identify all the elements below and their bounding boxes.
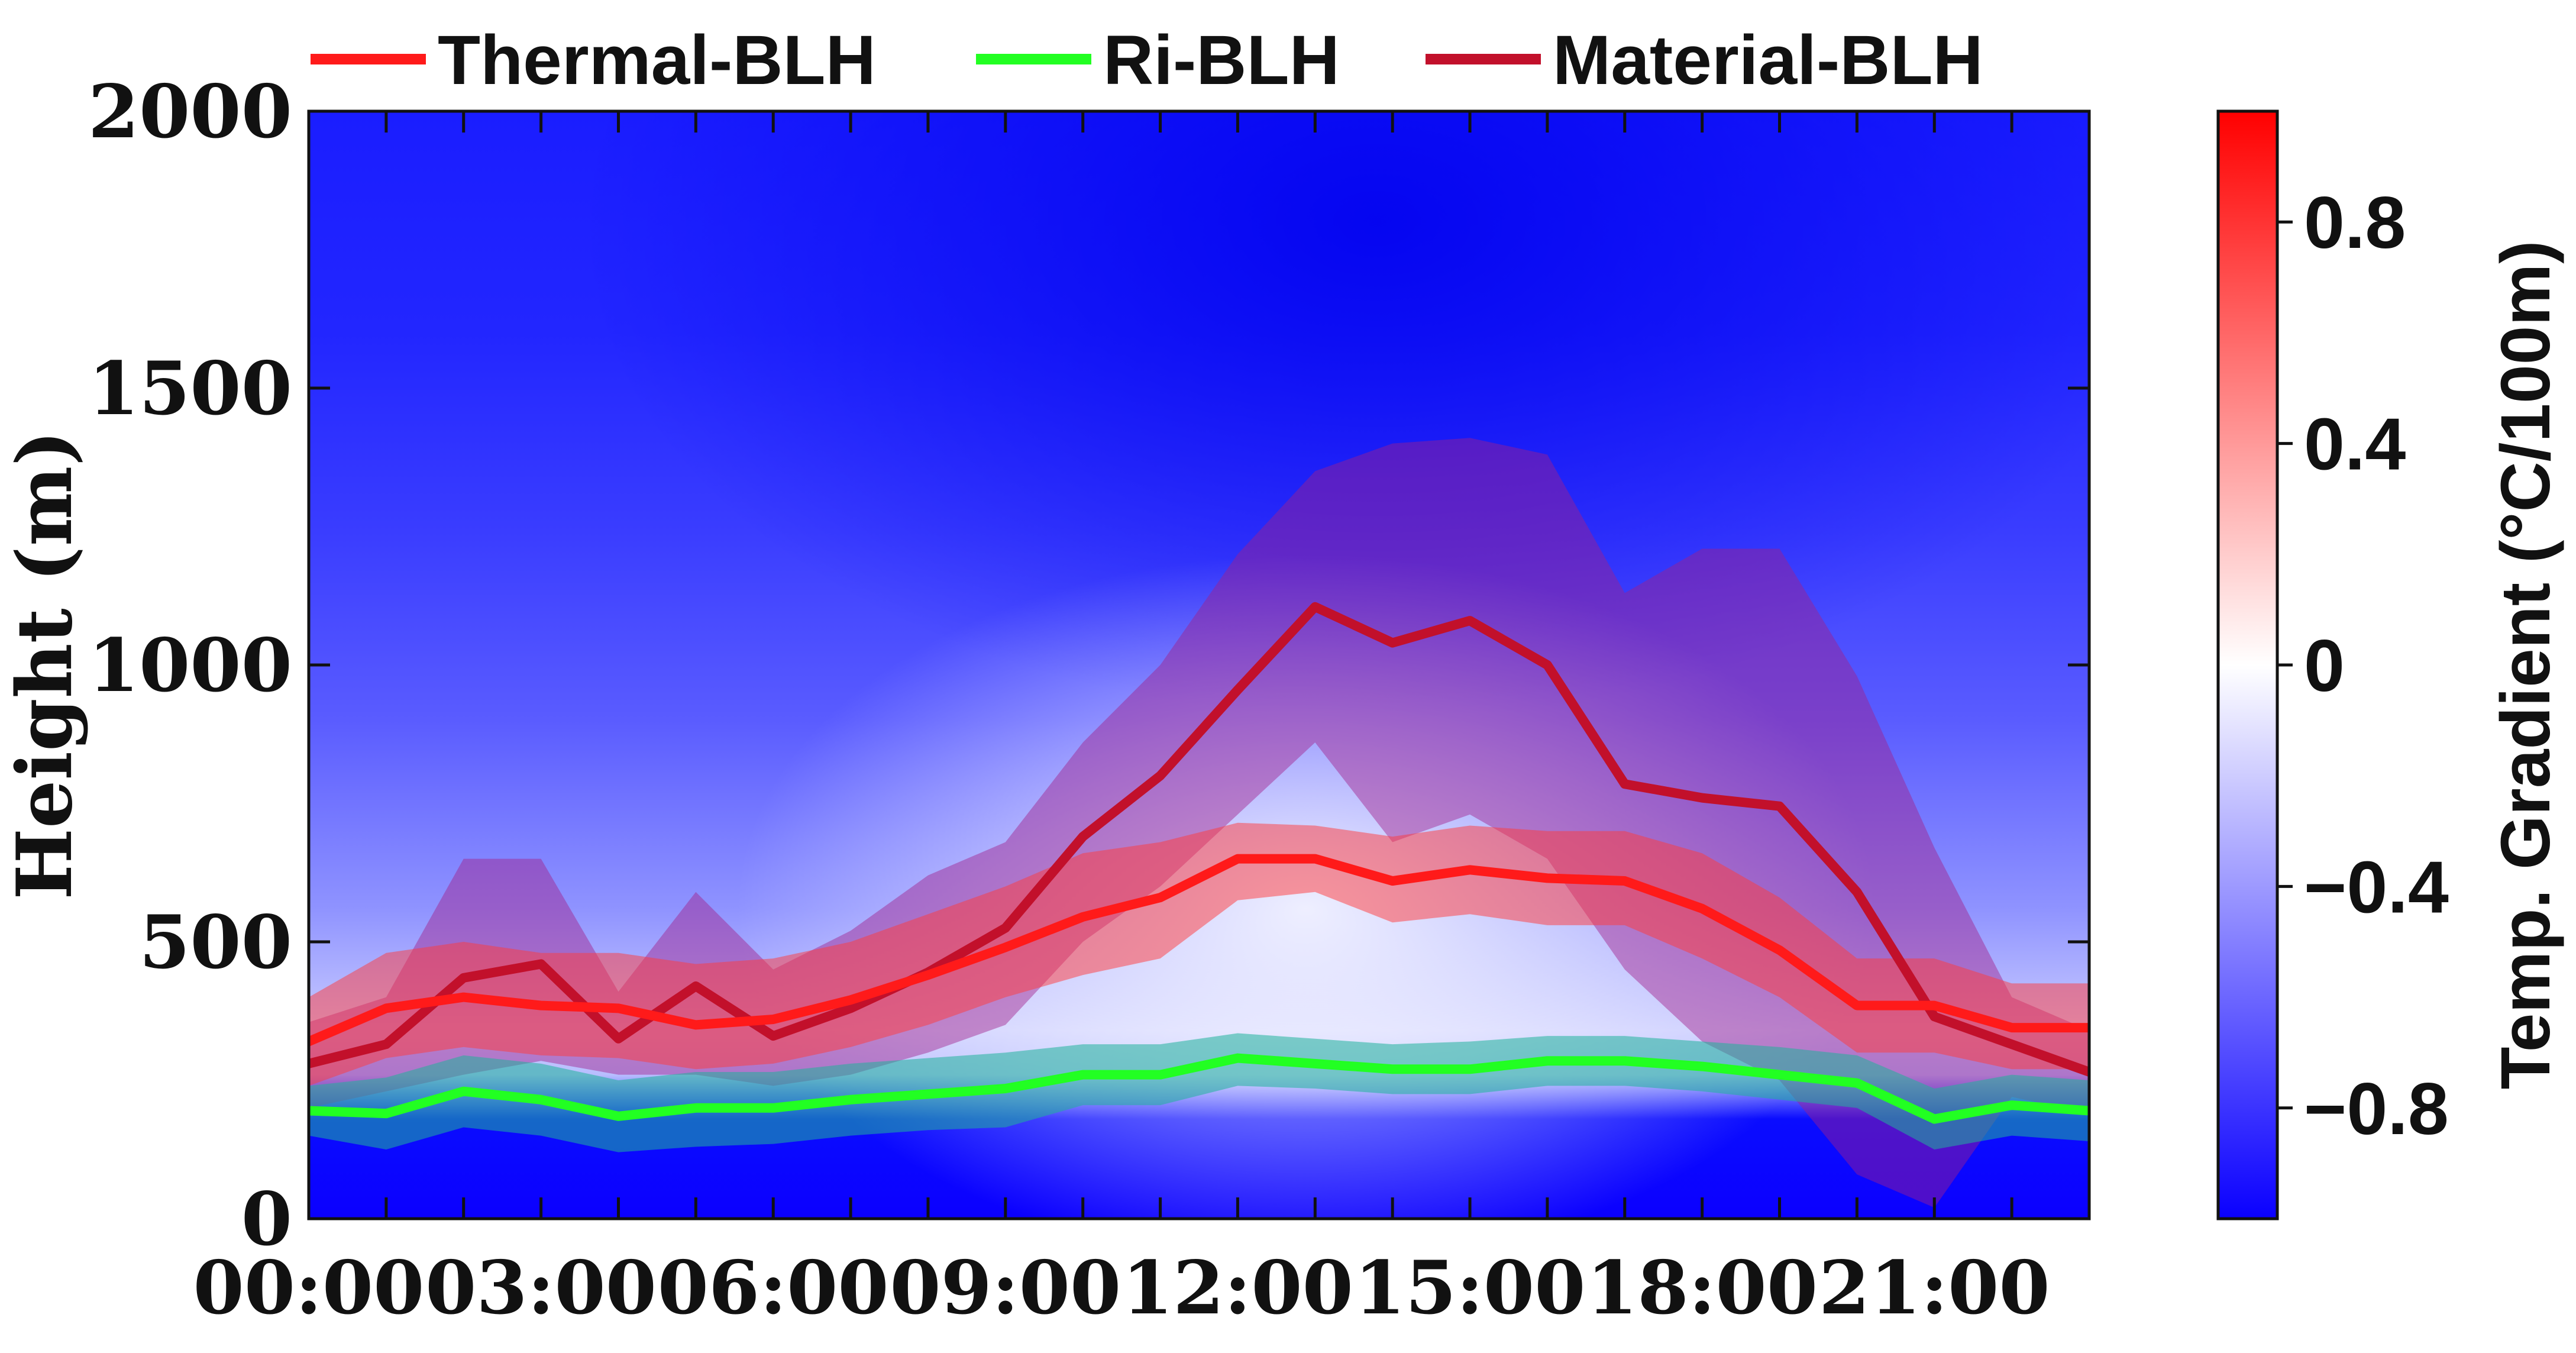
line-thermal-blh	[309, 854, 2089, 1047]
y-tick-label: 1000	[88, 623, 292, 709]
x-tick-label: 00:00	[193, 1245, 425, 1331]
x-tick-label: 12:00	[1122, 1245, 1353, 1331]
heatmap-field	[309, 111, 2089, 1219]
y-tick-label: 0	[241, 1177, 292, 1262]
colorbar: −0.8 −0.4 0 0.4 0.8 Temp. Gradient (°C/100m)	[2216, 109, 2565, 1220]
x-tick-label: 21:00	[1819, 1245, 2050, 1331]
colorbar-tick-label: 0	[2304, 625, 2345, 707]
y-axis: 0 500 1000 1500 2000	[88, 69, 2089, 1262]
colorbar-tick-label: −0.8	[2304, 1068, 2449, 1150]
colorbar-title: Temp. Gradient (°C/100m)	[2487, 240, 2565, 1089]
y-axis-title: Height (m)	[1, 430, 89, 900]
x-tick-label: 09:00	[890, 1245, 1121, 1331]
legend-label-thermal-blh: Thermal-BLH	[438, 21, 876, 99]
line-ri-blh	[309, 1053, 2089, 1124]
x-tick-label: 15:00	[1355, 1245, 1586, 1331]
y-tick-label: 500	[139, 900, 292, 986]
legend-label-ri-blh: Ri-BLH	[1103, 21, 1340, 99]
y-tick-label: 2000	[88, 69, 292, 155]
legend-label-material-blh: Material-BLH	[1553, 21, 1983, 99]
colorbar-ticks: −0.8 −0.4 0 0.4 0.8	[2277, 182, 2449, 1150]
colorbar-tick-label: −0.4	[2304, 847, 2449, 928]
x-tick-label: 03:00	[425, 1245, 657, 1331]
x-tick-label: 18:00	[1586, 1245, 1818, 1331]
colorbar-gradient	[2216, 109, 2279, 1220]
y-tick-label: 1500	[88, 346, 292, 432]
legend: Thermal-BLH Ri-BLH Material-BLH	[311, 21, 1983, 99]
x-tick-label: 06:00	[658, 1245, 889, 1331]
series-lines	[309, 602, 2089, 1124]
colorbar-tick-label: 0.8	[2304, 182, 2406, 264]
x-axis: 00:00 03:00 06:00 09:00 12:00 15:00 18:00 21:00	[193, 111, 2091, 1331]
line-material-blh	[309, 602, 2089, 1077]
colorbar-tick-label: 0.4	[2304, 404, 2406, 486]
